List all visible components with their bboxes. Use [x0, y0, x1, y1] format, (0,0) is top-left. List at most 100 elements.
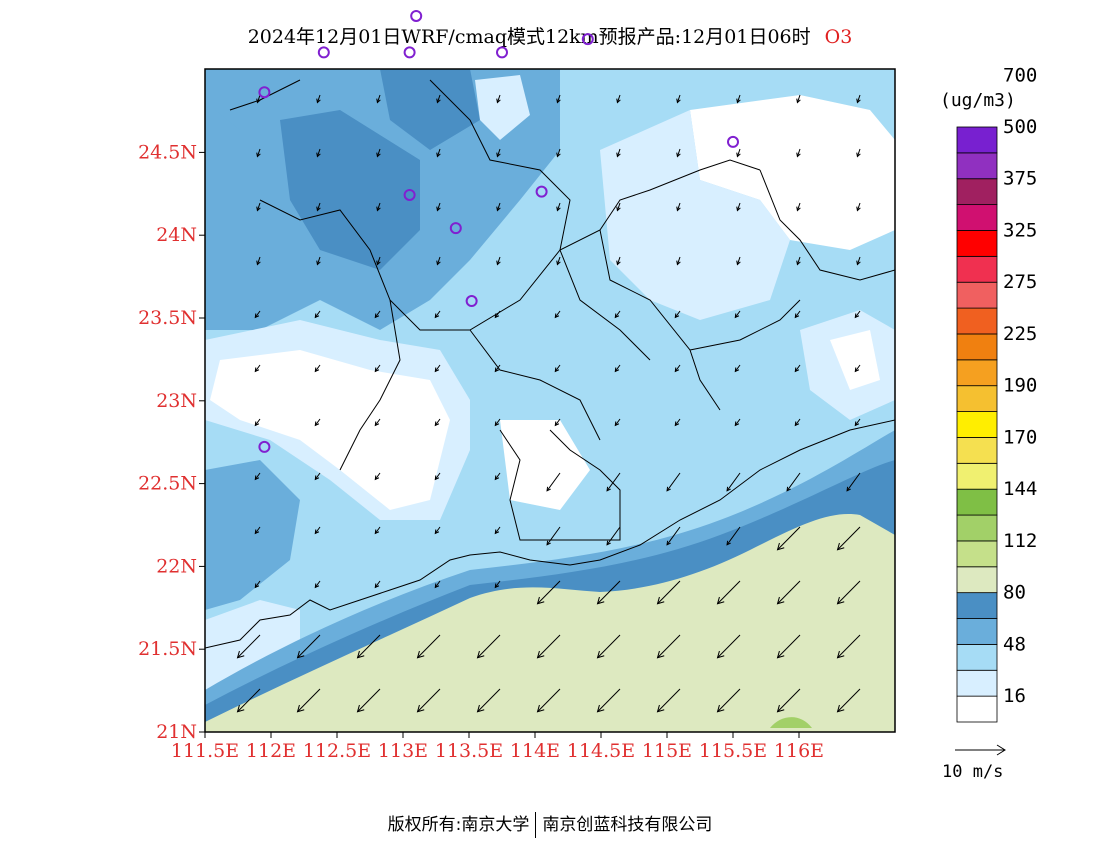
legend-label: 48 — [1003, 633, 1026, 655]
station-markers — [258, 9, 739, 453]
wind-arrow-head — [236, 704, 245, 713]
wind-arrow-shaft — [494, 580, 501, 588]
wind-arrow-shaft — [556, 148, 561, 157]
wind-arrow-head — [436, 152, 441, 158]
wind-arrow-head — [556, 206, 561, 212]
wind-arrow-head — [794, 313, 800, 319]
wind-arrow-head — [596, 650, 605, 659]
wind-arrow-head — [836, 542, 845, 551]
wind-arrow-shaft — [314, 526, 321, 534]
wind-arrow-head — [676, 152, 681, 158]
station-circle — [727, 135, 739, 148]
wind-arrow-shaft — [376, 202, 381, 211]
wind-arrow-head — [856, 206, 861, 212]
wind-arrow-head — [546, 540, 551, 546]
wind-arrow-head — [434, 583, 440, 589]
wind-arrow-shaft — [494, 418, 501, 426]
wind-arrow-head — [734, 313, 740, 319]
wind-arrow-head — [796, 152, 801, 158]
wind-arrow-shaft — [256, 148, 261, 157]
wind-arrow-shaft — [786, 472, 801, 492]
wind-arrow-shaft — [614, 310, 621, 318]
wind-arrow-head — [796, 206, 801, 212]
axis-ticks — [199, 151, 800, 738]
wind-arrow-head — [316, 152, 321, 158]
wind-arrow-head — [786, 486, 791, 492]
wind-arrow-head — [374, 421, 380, 427]
wind-arrow-shaft — [854, 364, 861, 372]
lat-label: 21.5N — [138, 638, 197, 660]
wind-arrow-head — [376, 206, 381, 212]
wind-arrow-shaft — [314, 472, 321, 480]
wind-arrow-shaft — [374, 472, 381, 480]
wind-arrow-head — [736, 152, 741, 158]
wind-arrow-shaft — [676, 94, 681, 103]
wind-arrow-shaft — [736, 94, 741, 103]
legend-swatch — [956, 281, 998, 309]
wind-arrow-head — [314, 367, 320, 373]
wind-arrow-shaft — [434, 310, 441, 318]
wind-arrow-head — [614, 367, 620, 373]
wind-arrow-head — [616, 206, 621, 212]
footer-right: 南京创蓝科技有限公司 — [542, 815, 713, 835]
wind-arrow-shaft — [734, 310, 741, 318]
lat-label: 21N — [156, 721, 197, 743]
wind-arrow-shaft — [374, 526, 381, 534]
wind-arrow-shaft — [496, 148, 501, 157]
wind-arrow-shaft — [837, 634, 861, 659]
footer-left: 版权所有:南京大学 — [387, 815, 530, 835]
legend-swatch — [956, 411, 998, 438]
lon-label: 112.5E — [303, 740, 371, 762]
legend-swatch — [956, 204, 998, 231]
concentration-field — [205, 69, 895, 732]
wind-arrow-head — [614, 421, 620, 427]
legend-swatch — [956, 307, 998, 335]
legend-swatch — [956, 488, 998, 516]
station-circle — [403, 188, 416, 201]
wind-arrow-shaft — [494, 526, 501, 534]
wind-arrow-head — [776, 704, 785, 713]
wind-arrow-head — [854, 367, 860, 373]
wind-arrow-shaft — [417, 688, 441, 713]
legend-label: 144 — [1003, 478, 1037, 500]
wind-arrow-head — [494, 313, 500, 319]
wind-arrow-shaft — [314, 364, 321, 372]
legend-label: 112 — [1003, 530, 1037, 552]
title-species: O3 — [824, 26, 853, 48]
wind-arrow-head — [316, 206, 321, 212]
wind-arrow-head — [846, 486, 851, 492]
station-circle — [258, 86, 271, 99]
wind-arrow-head — [796, 260, 801, 266]
wind-arrow-head — [736, 260, 741, 266]
wind-arrow-head — [436, 206, 441, 212]
wind-arrow-head — [314, 583, 320, 589]
wind-arrow-head — [494, 475, 500, 481]
wind-arrow-shaft — [374, 580, 381, 588]
footer-separator — [535, 812, 537, 838]
wind-arrow-shaft — [777, 688, 801, 713]
wind-arrow-head — [716, 596, 725, 605]
wind-arrow-head — [416, 650, 425, 659]
wind-arrow-shaft — [796, 148, 801, 157]
wind-arrow-head — [314, 475, 320, 481]
wind-arrow-head — [666, 486, 671, 492]
wind-arrow-head — [838, 759, 845, 766]
wind-arrow-head — [496, 260, 501, 266]
legend-swatch — [956, 462, 998, 490]
legend-swatch — [956, 540, 998, 568]
wind-arrow-shaft — [316, 94, 321, 103]
wind-arrow-head — [436, 98, 441, 104]
wind-arrow-shaft — [717, 580, 741, 605]
wind-arrow-head — [434, 475, 440, 481]
wind-arrow-shaft — [237, 634, 261, 659]
wind-arrow-head — [674, 421, 680, 427]
station-circle — [410, 9, 423, 22]
wind-arrow-shaft — [597, 634, 621, 659]
wind-arrow-shaft — [666, 526, 681, 546]
wind-arrow-shaft — [856, 148, 861, 157]
wind-arrow-shaft — [838, 743, 860, 766]
wind-arrow-shaft — [717, 688, 741, 713]
wind-arrow-head — [254, 583, 260, 589]
lon-label: 114.5E — [567, 740, 635, 762]
wind-arrow-shaft — [477, 634, 501, 659]
